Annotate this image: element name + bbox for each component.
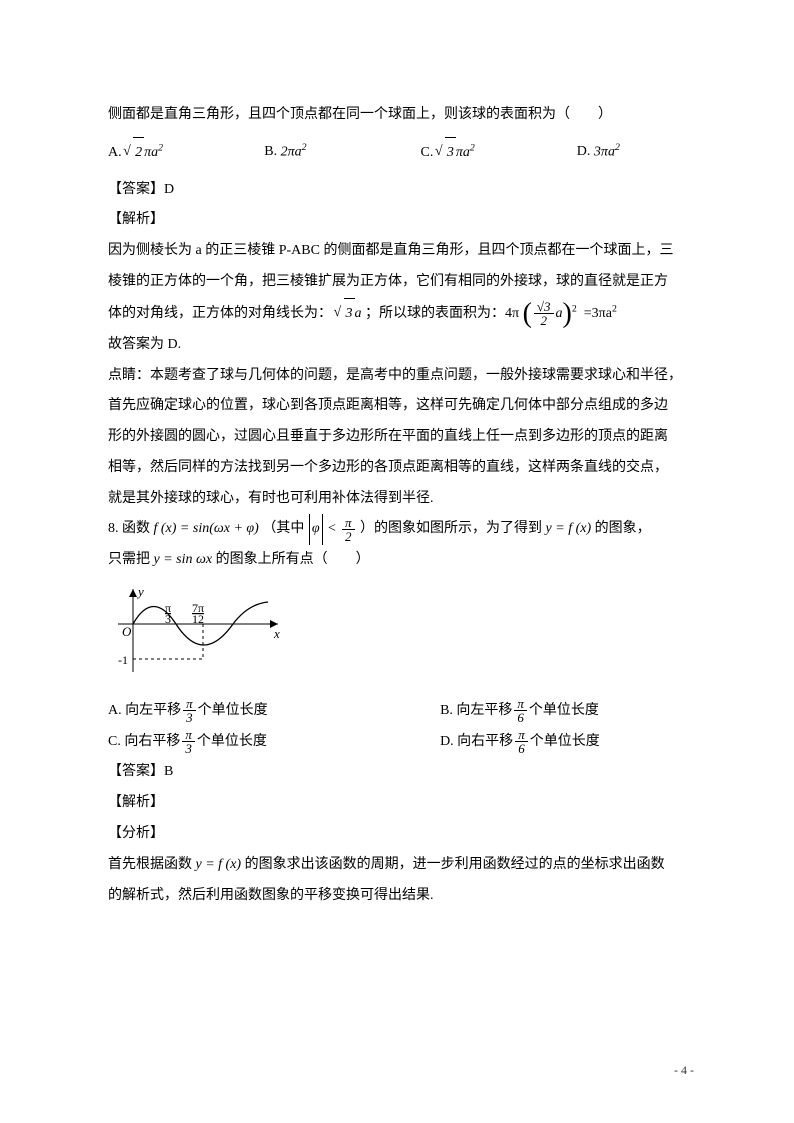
svg-text:O: O: [122, 624, 132, 639]
text: 只需把: [108, 552, 150, 567]
fraction: √32: [534, 300, 554, 327]
q8-choice-c: C. 向右平移π3个单位长度: [108, 727, 440, 758]
q7-choice-c: C. 3πa2: [421, 137, 577, 169]
q8-jiexi-label: 【解析】: [108, 788, 694, 819]
choice-label: D.: [577, 137, 591, 168]
text: ；所以球的表面积为：4π: [365, 306, 519, 321]
q7-sol-line: 体的对角线，正方体的对角线长为： 3a ；所以球的表面积为：4π (√32a)2…: [108, 298, 694, 330]
svg-text:12: 12: [192, 612, 204, 626]
text: 个单位长度: [197, 734, 267, 749]
text: 个单位长度: [198, 703, 268, 718]
fraction: π2: [342, 516, 355, 543]
q7-answer: 【答案】D: [108, 175, 694, 206]
q7-choice-a: A. 2πa2: [108, 137, 264, 169]
fraction: π3: [183, 697, 196, 724]
q7-comment: 点睛：本题考查了球与几何体的问题，是高考中的重点问题，一般外接球需要求球心和半径…: [108, 361, 694, 392]
math-expr: 3a: [336, 298, 362, 330]
q8-fenxi-label: 【分析】: [108, 819, 694, 850]
text: 个单位长度: [530, 734, 600, 749]
math-expr: y = f (x): [196, 857, 245, 872]
q7-comment: 相等，然后同样的方法找到另一个多边形的各顶点距离相等的直线，这样两条直线的交点，: [108, 453, 694, 484]
q7-sol-line: 因为侧棱长为 a 的正三棱锥 P‑ABC 的侧面都是直角三角形，且四个顶点都在一…: [108, 236, 694, 267]
math-expr: 2πa2: [125, 137, 163, 169]
page-number: - 4 -: [674, 1057, 694, 1083]
q8-number: 8. 函数: [108, 521, 150, 536]
text: 的图象上所有点（ ）: [216, 552, 370, 567]
math-expr: 2πa2: [281, 137, 307, 168]
q8-stem-line2: 只需把 y = sin ωx 的图象上所有点（ ）: [108, 545, 694, 576]
text: D. 向右平移: [440, 734, 513, 749]
paren: ): [563, 300, 572, 328]
q7-sol-line: 故答案为 D.: [108, 330, 694, 361]
q7-choices: A. 2πa2 B. 2πa2 C. 3πa2 D. 3πa2: [108, 137, 694, 169]
text: C. 向右平移: [108, 734, 180, 749]
q8-answer: 【答案】B: [108, 757, 694, 788]
text: B. 向左平移: [440, 703, 512, 718]
svg-text:x: x: [273, 626, 280, 641]
svg-text:3: 3: [165, 612, 171, 626]
text: 的图象求出该函数的周期，进一步利用函数经过的点的坐标求出函数: [245, 857, 665, 872]
q8-stem-line1: 8. 函数 f (x) = sin(ωx + φ) （其中 φ < π2 ）的图…: [108, 514, 694, 545]
choice-label: B.: [264, 137, 277, 168]
math-expr: y = f (x): [546, 521, 595, 536]
choice-label: A.: [108, 138, 122, 169]
q8-choices-row2: C. 向右平移π3个单位长度 D. 向右平移π6个单位长度: [108, 727, 694, 758]
math-expr: φ <: [308, 521, 340, 536]
math-expr: 3πa2: [594, 137, 620, 168]
q8-graph: O x y π 3 7π 12 -1: [108, 584, 694, 692]
q7-choice-b: B. 2πa2: [264, 137, 420, 169]
paren: (: [523, 300, 532, 328]
text: =3πa: [584, 306, 612, 321]
fraction: π6: [514, 697, 527, 724]
text: 个单位长度: [529, 703, 599, 718]
math-expr: f (x) = sin(ωx + φ): [154, 521, 263, 536]
q8-choice-a: A. 向左平移π3个单位长度: [108, 696, 440, 727]
text: （其中: [262, 521, 304, 536]
text: 体的对角线，正方体的对角线长为：: [108, 306, 332, 321]
text: A. 向左平移: [108, 703, 181, 718]
q7-choice-d: D. 3πa2: [577, 137, 694, 169]
svg-text:-1: -1: [118, 653, 128, 667]
q8-analysis-line: 首先根据函数 y = f (x) 的图象求出该函数的周期，进一步利用函数经过的点…: [108, 850, 694, 881]
q7-sol-line: 棱锥的正方体的一个角，把三棱锥扩展为正方体，它们有相同的外接球，球的直径就是正方: [108, 267, 694, 298]
q7-comment: 就是其外接球的球心，有时也可利用补体法得到半径.: [108, 484, 694, 515]
math-expr: 3πa2: [437, 137, 475, 169]
q7-jiexi-label: 【解析】: [108, 205, 694, 236]
q7-comment: 形的外接圆的圆心，过圆心且垂直于多边形所在平面的直线上任一点到多边形的顶点的距离: [108, 422, 694, 453]
text: ）的图象如图所示，为了得到: [360, 521, 542, 536]
q8-choices-row1: A. 向左平移π3个单位长度 B. 向左平移π6个单位长度: [108, 696, 694, 727]
fraction: π6: [515, 728, 528, 755]
q8-analysis-line: 的解析式，然后利用函数图象的平移变换可得出结果.: [108, 881, 694, 912]
choice-label: C.: [421, 138, 434, 169]
text: 的图象，: [595, 521, 651, 536]
text: 首先根据函数: [108, 857, 192, 872]
q7-comment: 首先应确定球心的位置，球心到各顶点距离相等，这样可先确定几何体中部分点组成的多边: [108, 391, 694, 422]
svg-text:y: y: [136, 584, 144, 599]
fraction: π3: [182, 728, 195, 755]
q8-choice-b: B. 向左平移π6个单位长度: [440, 696, 694, 727]
math-expr: y = sin ωx: [154, 552, 216, 567]
q7-stem: 侧面都是直角三角形，且四个顶点都在同一个球面上，则该球的表面积为（ ）: [108, 100, 694, 131]
q8-choice-d: D. 向右平移π6个单位长度: [440, 727, 694, 758]
